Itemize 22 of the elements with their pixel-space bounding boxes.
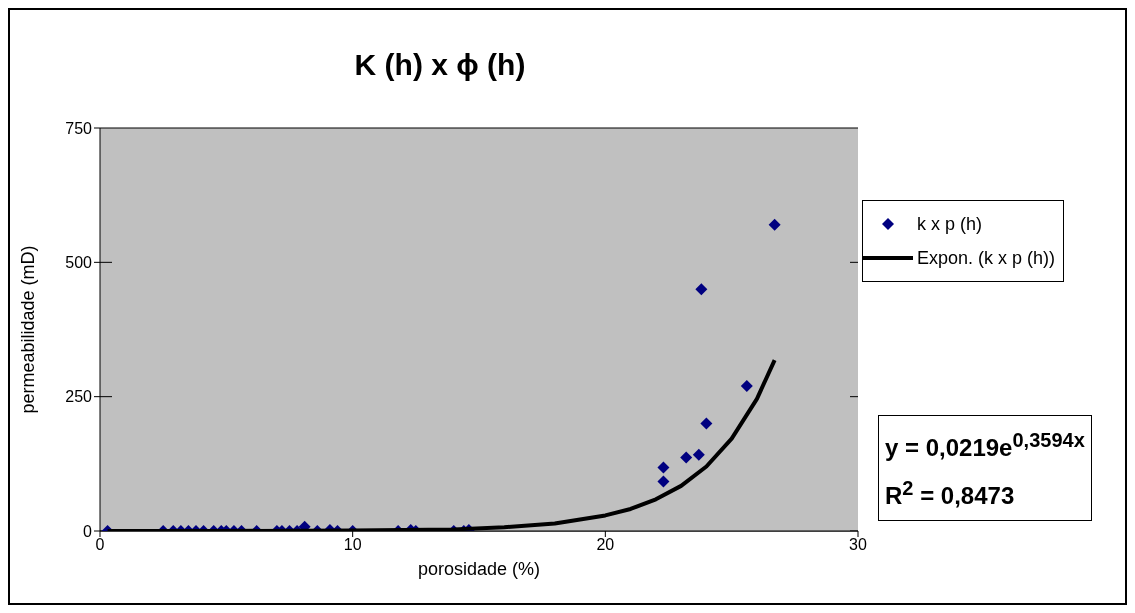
y-tick-label: 500 xyxy=(65,254,93,272)
chart-title: K (h) x ϕ (h) xyxy=(353,48,527,82)
y-tick-label: 0 xyxy=(83,522,93,540)
text: R$^{2}$ = 0,8473 xyxy=(885,476,1016,511)
point xyxy=(700,417,713,430)
y-tick-label: 250 xyxy=(65,388,93,406)
y-tick-label: 750 xyxy=(65,119,93,137)
x-tick-label: 0 xyxy=(95,536,105,554)
legend-label: k x p (h) xyxy=(917,213,983,235)
point xyxy=(740,379,753,392)
point xyxy=(680,451,693,464)
point xyxy=(692,448,705,461)
x-tick-label: 30 xyxy=(849,536,867,554)
point xyxy=(768,218,781,231)
point xyxy=(657,461,670,474)
x-axis-title: porosidade (%) xyxy=(417,559,541,579)
x-tick-label: 20 xyxy=(596,536,615,554)
text: y = 0,0219e$^{0,3594x}$ xyxy=(885,428,1085,463)
legend-label: Expon. (k x p (h)) xyxy=(917,247,1056,269)
y-axis-title: permeabilidade (mD) xyxy=(18,245,39,414)
x-tick-label: 10 xyxy=(343,536,362,554)
point xyxy=(695,283,708,296)
